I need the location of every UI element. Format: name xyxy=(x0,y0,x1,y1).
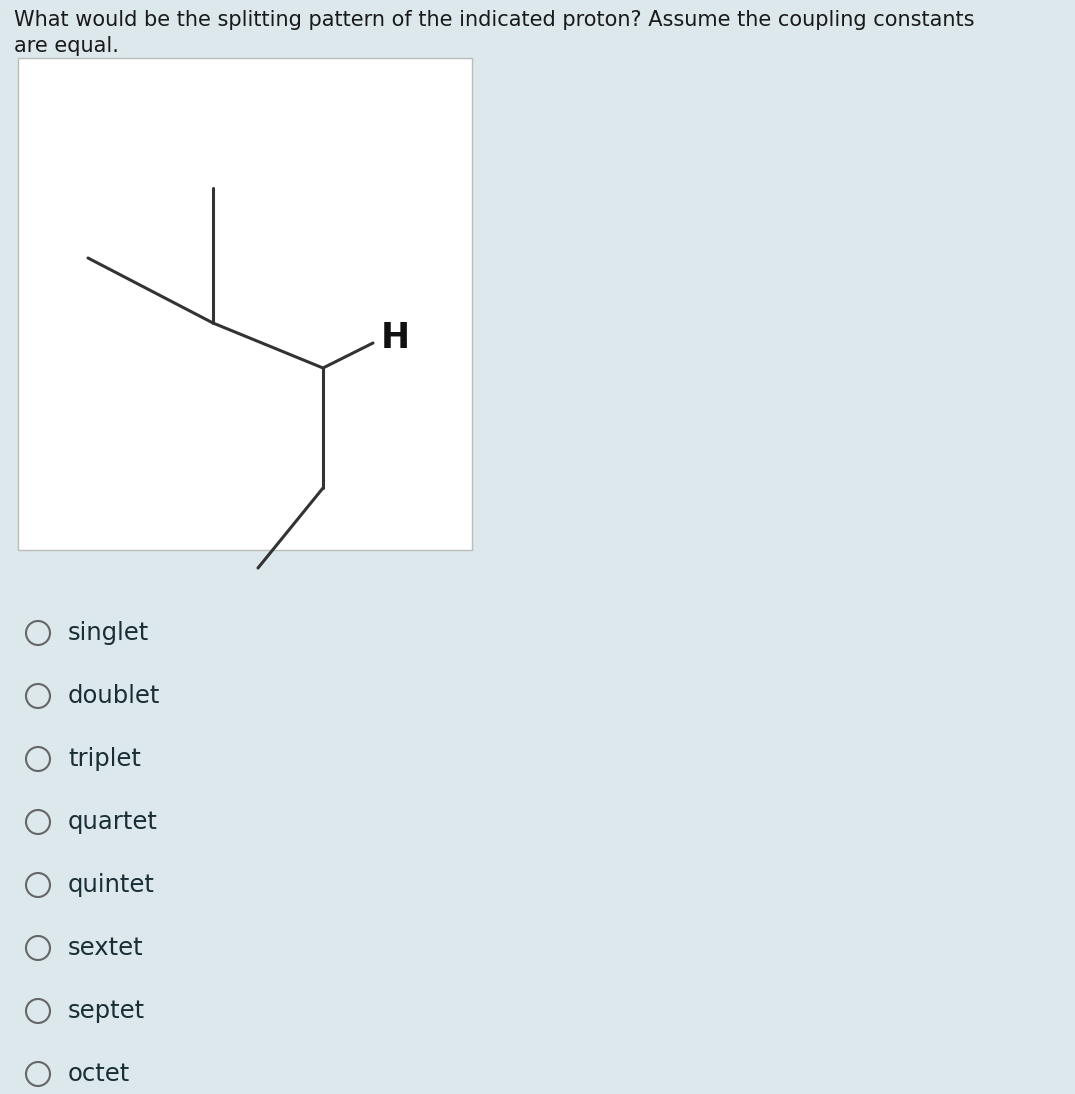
Text: quintet: quintet xyxy=(68,873,155,897)
Text: singlet: singlet xyxy=(68,621,149,645)
Text: septet: septet xyxy=(68,999,145,1023)
Text: sextet: sextet xyxy=(68,936,144,961)
Text: octet: octet xyxy=(68,1062,130,1086)
Text: doublet: doublet xyxy=(68,684,160,708)
Text: are equal.: are equal. xyxy=(14,36,119,56)
Text: triplet: triplet xyxy=(68,747,141,771)
Text: H: H xyxy=(381,321,411,354)
Bar xyxy=(18,58,472,550)
Text: quartet: quartet xyxy=(68,810,158,834)
Text: What would be the splitting pattern of the indicated proton? Assume the coupling: What would be the splitting pattern of t… xyxy=(14,10,975,30)
